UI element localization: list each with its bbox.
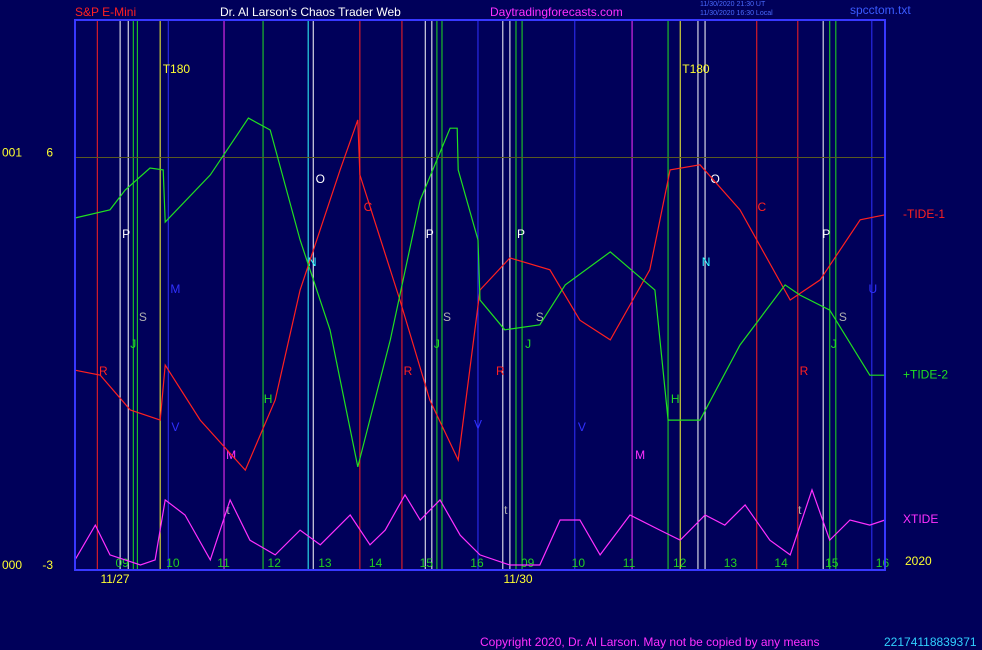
date-label: 11/30 <box>503 572 532 586</box>
y-tick-label: -3 <box>42 558 53 572</box>
annotation: M <box>170 282 180 296</box>
annotation: V <box>474 417 482 431</box>
legend-entry: +TIDE-2 <box>903 367 948 381</box>
plot-frame <box>74 19 886 571</box>
annotation: J <box>434 337 440 351</box>
x-tick-label: 09 <box>521 556 535 570</box>
x-tick-label: 10 <box>572 556 586 570</box>
x-tick-label: 13 <box>724 556 738 570</box>
x-tick-label: 11 <box>623 556 636 570</box>
x-tick-label: 11 <box>217 556 230 570</box>
annotation: M <box>635 448 645 462</box>
series-line <box>74 487 886 566</box>
file-name: spcctom.txt <box>850 3 911 17</box>
x-tick-label: 12 <box>268 556 282 570</box>
annotation: J <box>130 337 136 351</box>
time-local: 11/30/2020 16:30 Local <box>700 10 773 17</box>
annotation: R <box>496 364 505 378</box>
symbol: S&P E-Mini <box>75 5 136 19</box>
annotation: t <box>504 503 508 517</box>
annotation: N <box>702 255 711 269</box>
y-tick-label: 6 <box>46 146 53 160</box>
annotation: O <box>316 172 325 186</box>
y-tick-code: 000 <box>2 558 22 572</box>
annotation: J <box>831 337 837 351</box>
annotation: C <box>757 200 766 214</box>
x-tick-label: 10 <box>166 556 180 570</box>
x-tick-label: 16 <box>876 556 890 570</box>
annotation: P <box>122 227 130 241</box>
annotation: O <box>711 172 720 186</box>
annotation: S <box>839 310 847 324</box>
annotation: H <box>671 392 680 406</box>
annotation: H <box>264 392 273 406</box>
site-title: Dr. Al Larson's Chaos Trader Web <box>220 5 401 19</box>
annotation: V <box>578 420 586 434</box>
annotation: P <box>517 227 525 241</box>
annotation: P <box>822 227 830 241</box>
x-tick-label: 14 <box>369 556 383 570</box>
series-line <box>74 117 885 468</box>
annotation: t <box>798 503 802 517</box>
x-tick-label: 14 <box>774 556 788 570</box>
x-tick-label: 13 <box>318 556 332 570</box>
annotation: P <box>426 227 434 241</box>
annotation: S <box>443 310 451 324</box>
annotation: t <box>226 503 230 517</box>
legend-entry: -TIDE-1 <box>903 207 945 221</box>
series-line <box>74 119 886 472</box>
code: 22174118839371 <box>884 635 977 649</box>
x-tick-label: 15 <box>420 556 434 570</box>
annotation: R <box>99 364 108 378</box>
annotation: S <box>139 310 147 324</box>
legend-entry: XTIDE <box>903 512 938 526</box>
y-tick-code: 001 <box>2 146 22 160</box>
x-tick-label: 15 <box>825 556 839 570</box>
x-tick-label: 09 <box>115 556 129 570</box>
url: Daytradingforecasts.com <box>490 5 623 19</box>
annotation: U <box>868 282 877 296</box>
copyright: Copyright 2020, Dr. Al Larson. May not b… <box>480 635 820 649</box>
x-tick-label: 12 <box>673 556 687 570</box>
x-tick-label: 16 <box>470 556 484 570</box>
year: 2020 <box>905 554 932 568</box>
time-ut: 11/30/2020 21:30 UT <box>700 1 766 8</box>
annotation: R <box>800 364 809 378</box>
annotation: R <box>404 364 413 378</box>
annotation: T180 <box>163 62 191 76</box>
annotation: T180 <box>682 62 710 76</box>
date-label: 11/27 <box>100 572 129 586</box>
annotation: S <box>536 310 544 324</box>
annotation: C <box>364 200 373 214</box>
annotation: N <box>308 255 317 269</box>
annotation: J <box>525 337 531 351</box>
annotation: V <box>171 420 179 434</box>
